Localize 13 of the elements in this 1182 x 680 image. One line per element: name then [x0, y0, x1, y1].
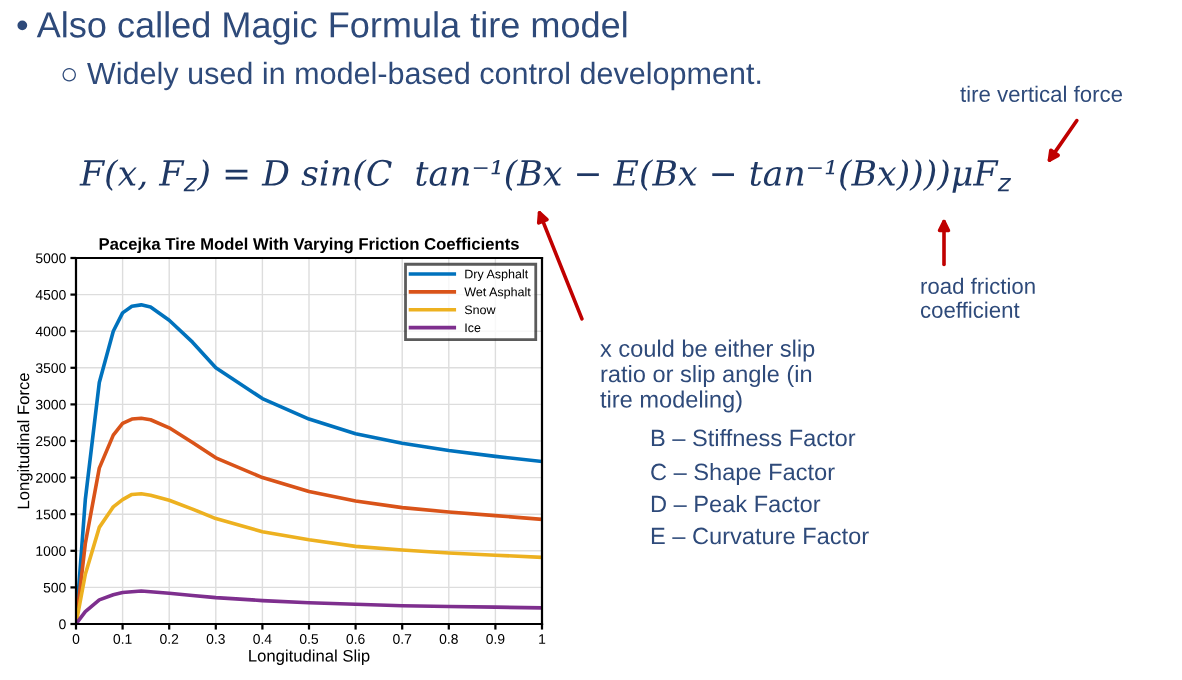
text: B – Stiffness Factor	[651, 428, 856, 447]
chart-title: Pacejka Tire Model With Varying Friction Coefficients	[99, 237, 519, 254]
text: C – Shape Factor	[651, 462, 835, 485]
text: ○ Widely used in model-based control development.	[62, 61, 761, 91]
x-axis-title: Longitudinal Slip	[249, 649, 370, 665]
text: x could be either slip ratio or slip angle (in tire modeling)	[600, 339, 815, 413]
text: D – Peak Factor	[651, 494, 821, 513]
text: • Also called Magic Formula tire model	[17, 11, 627, 45]
text: tire vertical force	[960, 85, 1123, 102]
text: F(x, F$_{z}$) = D sin(C tan⁻¹(Bx − E(Bx − tan⁻¹(Bx))))μF$_{z}$	[79, 159, 1012, 193]
text: road friction coefficient	[920, 277, 1035, 318]
y-axis-title: Longitudinal Force	[17, 373, 33, 509]
text: E – Curvature Factor	[651, 527, 869, 545]
